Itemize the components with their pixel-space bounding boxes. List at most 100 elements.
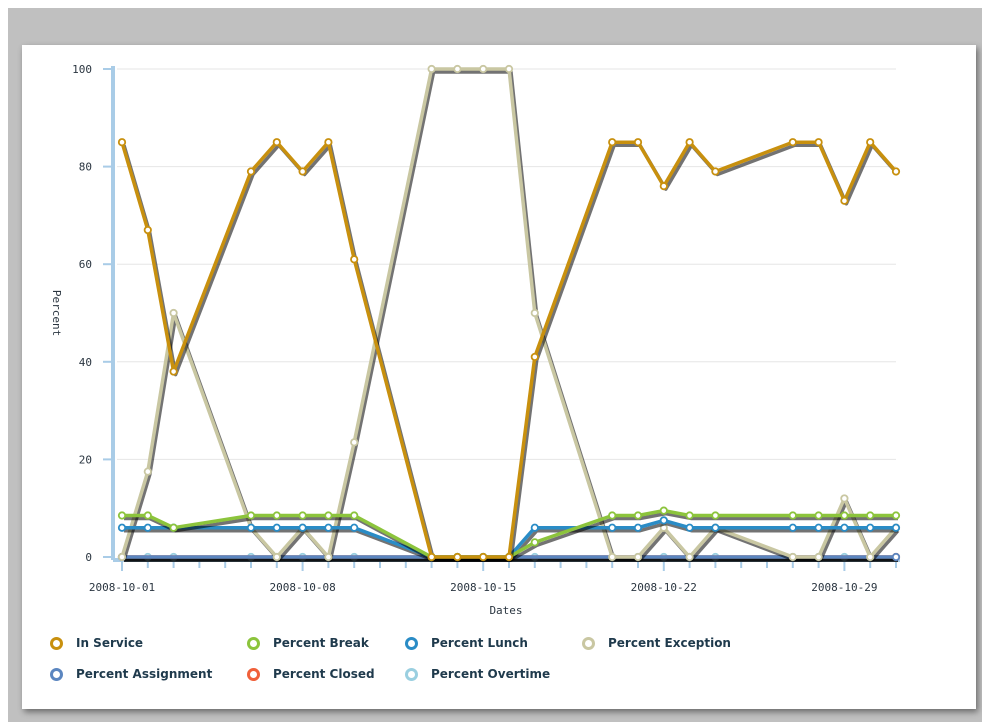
data-point[interactable]: [866, 523, 875, 532]
data-point[interactable]: [685, 511, 694, 520]
data-point[interactable]: [788, 511, 797, 520]
data-point[interactable]: [298, 523, 307, 532]
data-point[interactable]: [788, 523, 797, 532]
data-point[interactable]: [788, 552, 797, 562]
data-point[interactable]: [814, 138, 823, 147]
data-point[interactable]: [685, 552, 694, 562]
x-tick-label: 2008-10-08: [269, 581, 335, 594]
legend-item[interactable]: In Service: [50, 636, 143, 650]
data-point[interactable]: [117, 511, 127, 520]
data-point[interactable]: [866, 138, 875, 147]
data-point[interactable]: [891, 552, 901, 562]
data-point[interactable]: [659, 182, 668, 191]
data-point[interactable]: [840, 196, 849, 205]
data-point[interactable]: [246, 511, 256, 520]
data-point[interactable]: [608, 138, 617, 147]
data-point[interactable]: [504, 552, 514, 562]
data-point[interactable]: [324, 552, 333, 562]
data-point[interactable]: [866, 552, 875, 562]
data-point[interactable]: [840, 494, 849, 503]
data-point[interactable]: [530, 523, 539, 532]
data-point[interactable]: [350, 255, 359, 264]
data-point[interactable]: [711, 523, 720, 532]
legend-item[interactable]: Percent Overtime: [405, 667, 550, 681]
legend-label: Percent Assignment: [76, 667, 213, 681]
y-axis-ticks: 0 20 40 60 80 100: [72, 63, 113, 564]
data-point[interactable]: [117, 523, 127, 532]
data-point[interactable]: [246, 167, 256, 176]
data-point[interactable]: [143, 523, 152, 532]
data-point[interactable]: [840, 511, 849, 520]
data-point[interactable]: [453, 64, 462, 74]
legend-label: Percent Closed: [273, 667, 375, 681]
data-point[interactable]: [169, 367, 178, 376]
data-point[interactable]: [788, 138, 797, 147]
y-tick-label: 60: [79, 258, 92, 271]
data-point[interactable]: [814, 552, 823, 562]
data-point[interactable]: [272, 511, 281, 520]
data-point[interactable]: [608, 523, 617, 532]
data-point[interactable]: [298, 167, 307, 176]
data-point[interactable]: [350, 523, 359, 532]
legend-marker-icon: [405, 636, 418, 650]
data-point[interactable]: [814, 523, 823, 532]
data-point[interactable]: [608, 511, 617, 520]
data-point[interactable]: [685, 138, 694, 147]
legend-item[interactable]: Percent Assignment: [50, 667, 212, 681]
data-point[interactable]: [814, 511, 823, 520]
y-tick-label: 100: [72, 63, 92, 76]
legend-item[interactable]: Percent Closed: [247, 667, 375, 681]
data-point[interactable]: [169, 523, 178, 532]
legend-item[interactable]: Percent Break: [247, 636, 369, 650]
data-point[interactable]: [324, 138, 333, 147]
data-point[interactable]: [530, 538, 539, 547]
data-point[interactable]: [633, 511, 643, 520]
data-point[interactable]: [272, 523, 281, 532]
data-point[interactable]: [117, 552, 127, 562]
data-point[interactable]: [272, 552, 281, 562]
data-point[interactable]: [711, 511, 720, 520]
x-tick-label: 2008-10-29: [811, 581, 877, 594]
data-point[interactable]: [891, 511, 901, 520]
data-point[interactable]: [453, 552, 462, 562]
legend-item[interactable]: Percent Lunch: [405, 636, 528, 650]
data-point[interactable]: [659, 516, 668, 525]
data-point[interactable]: [659, 506, 668, 515]
data-point[interactable]: [633, 523, 643, 532]
data-point[interactable]: [479, 64, 488, 74]
chart-panel: [22, 45, 976, 709]
data-point[interactable]: [530, 308, 539, 318]
data-point[interactable]: [350, 511, 359, 520]
y-tick-label: 40: [79, 356, 92, 369]
data-point[interactable]: [350, 438, 359, 447]
legend-label: In Service: [76, 636, 144, 650]
data-point[interactable]: [143, 225, 152, 235]
data-point[interactable]: [866, 511, 875, 520]
data-point[interactable]: [427, 64, 436, 74]
legend-marker-icon: [582, 636, 595, 650]
data-point[interactable]: [479, 552, 488, 562]
data-point[interactable]: [530, 352, 539, 362]
data-point[interactable]: [298, 511, 307, 520]
data-point[interactable]: [143, 467, 152, 476]
data-point[interactable]: [427, 552, 436, 562]
data-point[interactable]: [891, 523, 901, 532]
x-tick-label: 2008-10-15: [450, 581, 516, 594]
data-point[interactable]: [633, 552, 643, 562]
data-point[interactable]: [143, 511, 152, 520]
data-point[interactable]: [324, 523, 333, 532]
data-point[interactable]: [117, 138, 127, 147]
data-point[interactable]: [272, 138, 281, 147]
data-point[interactable]: [840, 523, 849, 532]
data-point[interactable]: [324, 511, 333, 520]
data-point[interactable]: [685, 523, 694, 532]
data-point[interactable]: [608, 552, 617, 562]
legend-item[interactable]: Percent Exception: [582, 636, 731, 650]
data-point[interactable]: [504, 64, 514, 74]
data-point[interactable]: [891, 167, 901, 176]
data-point[interactable]: [169, 308, 178, 318]
data-point[interactable]: [711, 167, 720, 176]
y-tick-label: 80: [79, 161, 92, 174]
data-point[interactable]: [246, 523, 256, 532]
data-point[interactable]: [633, 138, 643, 147]
